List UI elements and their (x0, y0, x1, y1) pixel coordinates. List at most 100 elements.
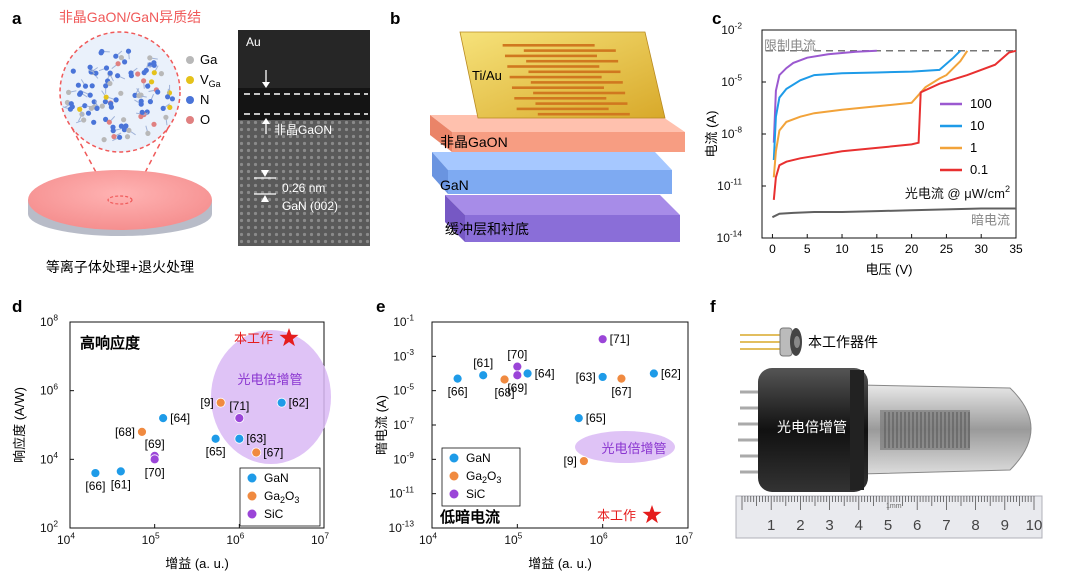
pmt-region (575, 431, 675, 463)
legend-atom-marker (186, 116, 194, 124)
legend-label: SiC (466, 487, 486, 501)
chart-c-xtick: 30 (975, 242, 989, 256)
data-point (648, 368, 659, 379)
ruler-number: 10 (1026, 517, 1043, 534)
chart-c-series-line (772, 49, 1017, 200)
dark-current-label: 暗电流 (971, 213, 1010, 228)
data-point (149, 454, 160, 465)
legend-marker (247, 509, 257, 519)
data-point (90, 468, 101, 478)
data-point-ref: [62] (661, 367, 681, 381)
panel-letter-e: e (376, 297, 385, 316)
data-point-ref: [67] (611, 385, 631, 399)
chartE-xtick: 107 (675, 531, 693, 547)
interdigitated-fingers (502, 44, 630, 116)
legend-label: Ga2O3 (466, 469, 501, 485)
chartE-xtick: 106 (590, 531, 608, 547)
atom-legend: Ga VGa NO (186, 52, 221, 127)
limit-current-label: 限制电流 (764, 38, 816, 53)
tem-plane-label: GaN (002) (282, 199, 338, 213)
legend-label: SiC (264, 507, 284, 521)
chartE-title: 低暗电流 (439, 508, 500, 526)
chartE-ytick: 10-3 (393, 347, 414, 363)
legend-atom-marker (186, 96, 194, 104)
legend-atom-marker (186, 56, 194, 64)
data-point (573, 413, 584, 424)
chart-c-legend-label: 100 (970, 96, 992, 111)
data-point (234, 433, 245, 444)
data-point (452, 373, 463, 384)
legend-atom-marker (186, 76, 194, 84)
heterojunction-title: 非晶GaON/GaN异质结 (59, 9, 201, 25)
data-point-ref: [66] (85, 479, 105, 493)
chartE-xtick: 105 (504, 531, 522, 547)
gaon-label: 非晶GaON (440, 134, 508, 150)
chartE-ylabel: 暗电流 (A) (374, 395, 389, 455)
pmt-region-label: 光电倍增管 (601, 441, 666, 456)
panel-a: a 非晶GaON/GaN异质结 等离子体处理+退火处理 Ga VGa NO Au 非… (12, 9, 370, 275)
chartD-xlabel: 增益 (a. u.) (165, 556, 229, 571)
chart-c-legend-title: 光电流 @ μW/cm2 (905, 184, 1010, 201)
data-point (215, 397, 226, 408)
electrode-pad (459, 31, 666, 119)
chart-c-series-line (772, 49, 877, 143)
data-point-ref: [63] (576, 370, 596, 384)
ruler-number: 5 (884, 517, 892, 534)
legend-marker (449, 489, 459, 499)
data-point-ref: [62] (289, 396, 309, 410)
pmt-region (211, 330, 331, 464)
legend-marker (247, 473, 257, 483)
data-point-ref: [68] (115, 425, 135, 439)
gan-label: GaN (440, 177, 469, 193)
tem-au-label: Au (246, 35, 261, 49)
data-point (616, 373, 627, 384)
data-point-ref: [68] (495, 386, 515, 400)
legend-marker (449, 453, 459, 463)
data-point-ref: [61] (111, 477, 131, 491)
data-point-ref: [67] (263, 445, 283, 459)
chart-c-ylabel: 电流 (A) (704, 111, 719, 158)
data-point (597, 334, 608, 345)
data-point (512, 361, 523, 372)
data-point-ref: [61] (473, 356, 493, 370)
chart-c-ytick: 10-8 (721, 125, 742, 141)
data-point-ref: [9] (200, 396, 213, 410)
device-photo (740, 327, 802, 357)
data-point (522, 368, 533, 379)
legend-label: GaN (264, 471, 289, 485)
chart-c-xtick: 25 (940, 242, 954, 256)
data-point-ref: [69] (507, 381, 527, 395)
chartE-ytick: 10-13 (389, 519, 415, 535)
chartE-xtick: 104 (419, 531, 437, 547)
ruler-number: 4 (855, 517, 863, 534)
chart-c-xtick: 5 (804, 242, 811, 256)
panel-e: e 104 105 106 107 10-13 10-11 10-9 10-7 10-5 10-3… (374, 297, 693, 571)
atomic-lattice (62, 48, 175, 143)
ruler-number: 7 (942, 517, 950, 534)
treatment-caption: 等离子体处理+退火处理 (46, 259, 194, 275)
ruler-number: 3 (825, 517, 833, 534)
data-point-ref: [69] (145, 437, 165, 451)
panel-f: f 本工作器件 光电倍增管 1 2 3 4 5 6 7 8 9 10 1mm (710, 297, 1043, 539)
data-point (478, 370, 489, 381)
pmt-label: 光电倍增管 (777, 419, 847, 435)
data-point-ref: [71] (229, 399, 249, 413)
chartE-ytick: 10-1 (393, 313, 414, 329)
chart-c-series-line (771, 207, 1016, 219)
chartE-ytick: 10-7 (393, 416, 414, 432)
data-point-ref: [65] (586, 411, 606, 425)
data-point (597, 372, 608, 382)
ruler-unit: 1mm (886, 503, 902, 510)
chart-c-legend-label: 10 (970, 118, 984, 133)
legend-atom-label: VGa (200, 72, 221, 89)
dark-current-chart: 104 105 106 107 10-13 10-11 10-9 10-7 10-5 10-3 10… (374, 313, 693, 571)
chartD-xtick: 107 (311, 531, 329, 547)
chartD-ytick: 104 (40, 450, 58, 466)
data-point (115, 466, 126, 477)
chartD-ytick: 106 (40, 381, 58, 397)
legend-marker (247, 491, 257, 501)
chartD-ylabel: 响应度 (A/W) (12, 387, 27, 463)
